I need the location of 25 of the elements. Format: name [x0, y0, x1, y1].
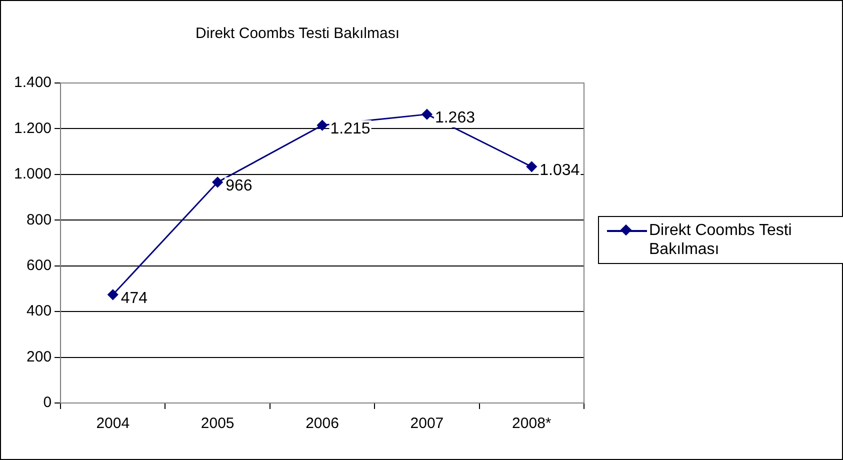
point — [108, 289, 118, 300]
y-tick-label: 1.000 — [14, 166, 52, 183]
data-label: 1.034 — [540, 162, 580, 180]
x-tick-label: 2006 — [306, 415, 339, 432]
point — [526, 161, 537, 172]
y-tick-label: 600 — [26, 257, 52, 274]
x-tick-label: 2008* — [512, 415, 552, 432]
data-label: 474 — [120, 290, 148, 308]
point — [317, 120, 328, 131]
data-label: 1.263 — [434, 110, 476, 127]
y-tick-label: 200 — [26, 348, 52, 366]
chart-title: Direkt Coombs Testi Bakılması — [196, 25, 400, 42]
x-tick-label: 2007 — [410, 415, 444, 432]
y-tick-label: 800 — [26, 211, 52, 228]
legend-label: Direkt Coombs Testi Bakılması — [649, 221, 793, 259]
x-tick-label: 2005 — [200, 415, 234, 432]
point — [422, 109, 432, 120]
y-tick-label: 0 — [43, 394, 52, 412]
point — [212, 176, 223, 188]
data-label: 966 — [226, 178, 252, 195]
y-tick-label: 1.400 — [14, 74, 52, 92]
data-label: 1.215 — [330, 120, 370, 138]
y-tick-label: 400 — [26, 302, 52, 320]
x-tick-label: 2004 — [96, 415, 130, 432]
y-tick-label: 1.200 — [14, 120, 52, 137]
